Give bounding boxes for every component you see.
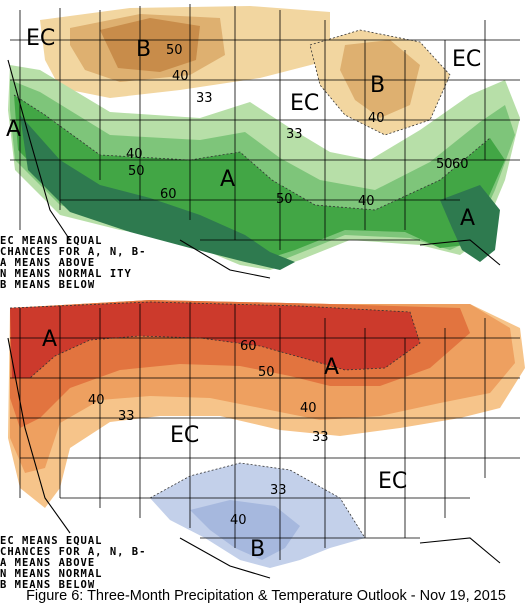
- precip-label-33-central: 33: [286, 127, 303, 142]
- precip-label-40-great-lakes: 40: [368, 111, 385, 126]
- precip-label-33-north: 33: [196, 91, 213, 106]
- precip-above-50-zone: [14, 95, 505, 258]
- precip-contour-lines: [13, 29, 491, 211]
- temp-label-50-north: 50: [258, 365, 275, 380]
- precip-legend-line-4: N MEANS NORMAL: [0, 268, 103, 280]
- precip-label-60-southeast: 60: [452, 157, 469, 172]
- precip-below-40-greatlakes-zone: [340, 40, 420, 118]
- precip-legend-line-2: CHANCES FOR A, N, B-: [0, 246, 147, 258]
- precip-label-ec-northwest: EC: [26, 26, 55, 51]
- temp-label-ec-southwest: EC: [170, 423, 199, 448]
- temp-below-40-zone: [190, 500, 300, 560]
- temp-legend-line-5: B MEANS BELOW: [0, 579, 96, 591]
- temperature-outlook-map: A 60 50 A 40 33 40 33 EC EC 33 40 B: [7, 300, 525, 579]
- precip-label-40-gulf: 40: [358, 194, 375, 209]
- precip-legend-line-4-suffix: ITY: [109, 268, 132, 280]
- precip-legend-line-4-row: N MEANS NORMAL ITY: [0, 269, 146, 280]
- temp-legend-line-2: CHANCES FOR A, N, B-: [0, 546, 147, 558]
- precip-boundary-lines: [7, 4, 520, 279]
- precip-label-40-south: 40: [126, 147, 143, 162]
- temp-boundary-lines: [7, 302, 520, 579]
- precip-label-a-southern-plains: A: [220, 167, 235, 192]
- precip-label-a-florida: A: [460, 206, 475, 231]
- temp-label-ec-southeast: EC: [378, 469, 407, 494]
- precip-below-50-zone: [100, 18, 200, 72]
- precip-label-40-north: 40: [172, 69, 189, 84]
- temp-label-33-west: 33: [118, 409, 135, 424]
- temp-label-a-northwest: A: [42, 327, 57, 352]
- temp-legend-line-4: N MEANS NORMAL: [0, 568, 103, 580]
- precipitation-outlook-map: EC B 50 40 33 EC B 40 EC A 33 40 50 A 60…: [6, 4, 520, 279]
- precip-above-60-zone: [20, 115, 295, 270]
- temp-label-33-central: 33: [312, 430, 329, 445]
- precip-legend-line-3: A MEANS ABOVE: [0, 257, 96, 269]
- precip-fill-zones: [8, 6, 520, 270]
- precip-legend-line-1: EC MEANS EQUAL: [0, 235, 103, 247]
- temp-legend-line-3: A MEANS ABOVE: [0, 557, 96, 569]
- precip-legend: EC MEANS EQUAL CHANCES FOR A, N, B- A MEAN…: [0, 236, 146, 291]
- temp-label-b-texas: B: [250, 537, 265, 562]
- temp-labels: A 60 50 A 40 33 40 33 EC EC 33 40 B: [42, 327, 407, 562]
- temp-label-a-great-lakes: A: [324, 355, 339, 380]
- precip-label-50-south: 50: [128, 164, 145, 179]
- temp-fill-zones: [8, 300, 525, 568]
- precip-label-b-great-lakes: B: [370, 73, 385, 98]
- precip-label-a-west-coast: A: [6, 117, 21, 142]
- precip-label-b-northern-rockies: B: [136, 37, 151, 62]
- temp-label-40-west: 40: [88, 393, 105, 408]
- precip-above-60-florida-zone: [440, 185, 500, 262]
- temp-legend: EC MEANS EQUAL CHANCES FOR A, N, B- A MEAN…: [0, 536, 146, 591]
- precip-legend-line-5: B MEANS BELOW: [0, 279, 96, 291]
- temp-label-33-south: 33: [270, 483, 287, 498]
- precip-label-50-north: 50: [166, 43, 183, 58]
- precip-label-50-texas: 50: [276, 192, 293, 207]
- temp-contour-lines: [9, 301, 421, 539]
- precip-label-ec-central: EC: [290, 91, 319, 116]
- temp-legend-line-1: EC MEANS EQUAL: [0, 535, 103, 547]
- figure-caption: Figure 6: Three-Month Precipitation & Te…: [26, 588, 506, 604]
- temp-label-40-central: 40: [300, 401, 317, 416]
- precip-label-ec-northeast: EC: [452, 47, 481, 72]
- temp-label-60-north: 60: [240, 339, 257, 354]
- temp-label-40-texas: 40: [230, 513, 247, 528]
- precip-label-60-south: 60: [160, 187, 177, 202]
- precip-labels: EC B 50 40 33 EC B 40 EC A 33 40 50 A 60…: [6, 26, 481, 231]
- precip-label-50-southeast: 50: [436, 157, 453, 172]
